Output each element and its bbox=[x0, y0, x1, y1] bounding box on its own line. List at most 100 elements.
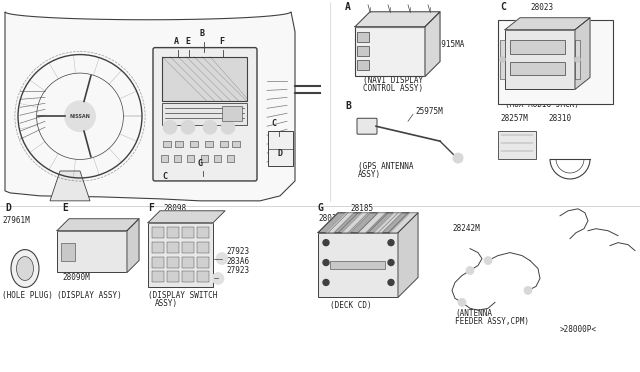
Text: (AUX AUDIO JACK): (AUX AUDIO JACK) bbox=[505, 100, 579, 109]
FancyBboxPatch shape bbox=[357, 32, 369, 42]
Text: 28242M: 28242M bbox=[452, 224, 480, 233]
FancyBboxPatch shape bbox=[182, 242, 194, 253]
Text: (NAVI DISPLAY: (NAVI DISPLAY bbox=[363, 76, 423, 86]
FancyBboxPatch shape bbox=[167, 257, 179, 267]
Polygon shape bbox=[318, 213, 346, 233]
Text: 27960A: 27960A bbox=[575, 39, 603, 49]
Text: E: E bbox=[62, 203, 68, 213]
FancyBboxPatch shape bbox=[355, 27, 425, 77]
FancyBboxPatch shape bbox=[182, 272, 194, 282]
Circle shape bbox=[499, 57, 506, 62]
FancyBboxPatch shape bbox=[161, 155, 168, 162]
FancyBboxPatch shape bbox=[167, 227, 179, 238]
FancyBboxPatch shape bbox=[61, 243, 75, 260]
Text: B: B bbox=[200, 29, 205, 38]
Text: (HOLE PLUG): (HOLE PLUG) bbox=[2, 291, 53, 300]
Polygon shape bbox=[57, 219, 139, 231]
Text: 27923: 27923 bbox=[226, 266, 249, 276]
FancyBboxPatch shape bbox=[498, 131, 536, 159]
Text: (DISPLAY ASSY): (DISPLAY ASSY) bbox=[57, 291, 122, 300]
FancyBboxPatch shape bbox=[190, 141, 198, 147]
FancyBboxPatch shape bbox=[510, 40, 565, 54]
FancyBboxPatch shape bbox=[357, 60, 369, 70]
Text: FEEDER ASSY,CPM): FEEDER ASSY,CPM) bbox=[455, 317, 529, 326]
Circle shape bbox=[458, 298, 466, 306]
Text: F: F bbox=[148, 203, 154, 213]
FancyBboxPatch shape bbox=[500, 40, 505, 80]
FancyBboxPatch shape bbox=[162, 57, 247, 101]
Text: G: G bbox=[318, 203, 324, 213]
Polygon shape bbox=[350, 213, 378, 233]
Polygon shape bbox=[50, 171, 90, 201]
FancyBboxPatch shape bbox=[152, 272, 164, 282]
Circle shape bbox=[575, 57, 580, 62]
Polygon shape bbox=[326, 213, 354, 233]
FancyBboxPatch shape bbox=[162, 103, 247, 125]
Text: 28310: 28310 bbox=[548, 114, 571, 123]
FancyBboxPatch shape bbox=[201, 155, 208, 162]
Text: >28000P<: >28000P< bbox=[560, 325, 597, 334]
Text: 25915MA: 25915MA bbox=[432, 39, 465, 49]
FancyBboxPatch shape bbox=[505, 30, 575, 89]
FancyBboxPatch shape bbox=[357, 46, 369, 55]
Circle shape bbox=[453, 153, 463, 163]
Text: 28010D: 28010D bbox=[318, 214, 346, 223]
Text: C: C bbox=[271, 119, 276, 128]
FancyBboxPatch shape bbox=[214, 155, 221, 162]
FancyBboxPatch shape bbox=[268, 131, 293, 166]
FancyBboxPatch shape bbox=[222, 106, 242, 121]
Text: C: C bbox=[162, 172, 167, 181]
Polygon shape bbox=[5, 12, 295, 201]
FancyBboxPatch shape bbox=[575, 40, 580, 80]
Circle shape bbox=[181, 120, 195, 134]
FancyBboxPatch shape bbox=[220, 141, 228, 147]
FancyBboxPatch shape bbox=[197, 257, 209, 267]
FancyBboxPatch shape bbox=[167, 242, 179, 253]
Text: F: F bbox=[219, 36, 224, 46]
FancyBboxPatch shape bbox=[197, 242, 209, 253]
FancyBboxPatch shape bbox=[205, 141, 213, 147]
Polygon shape bbox=[334, 213, 362, 233]
Text: ASSY): ASSY) bbox=[155, 299, 178, 308]
FancyBboxPatch shape bbox=[182, 227, 194, 238]
FancyBboxPatch shape bbox=[197, 272, 209, 282]
FancyBboxPatch shape bbox=[510, 61, 565, 76]
Circle shape bbox=[466, 266, 474, 275]
Polygon shape bbox=[358, 213, 386, 233]
Text: CONTROL ASSY): CONTROL ASSY) bbox=[363, 84, 423, 93]
Circle shape bbox=[323, 279, 329, 285]
Circle shape bbox=[524, 286, 532, 294]
Text: A: A bbox=[174, 36, 179, 46]
Polygon shape bbox=[366, 213, 394, 233]
FancyBboxPatch shape bbox=[148, 223, 213, 288]
Text: 28090M: 28090M bbox=[62, 273, 90, 282]
Polygon shape bbox=[382, 213, 410, 233]
FancyBboxPatch shape bbox=[153, 48, 257, 181]
Polygon shape bbox=[425, 12, 440, 77]
FancyBboxPatch shape bbox=[57, 231, 127, 273]
Circle shape bbox=[65, 101, 95, 132]
Circle shape bbox=[323, 260, 329, 266]
FancyBboxPatch shape bbox=[357, 118, 377, 134]
FancyBboxPatch shape bbox=[163, 141, 171, 147]
Text: 28023: 28023 bbox=[530, 3, 553, 12]
FancyBboxPatch shape bbox=[330, 260, 385, 269]
Circle shape bbox=[484, 257, 492, 264]
Circle shape bbox=[221, 120, 235, 134]
Text: D: D bbox=[278, 149, 283, 158]
FancyBboxPatch shape bbox=[174, 155, 181, 162]
Text: ASSY): ASSY) bbox=[358, 170, 381, 179]
Polygon shape bbox=[342, 213, 370, 233]
FancyBboxPatch shape bbox=[232, 141, 240, 147]
Text: 27923: 27923 bbox=[226, 247, 249, 256]
Polygon shape bbox=[355, 12, 440, 27]
Text: 28185: 28185 bbox=[350, 204, 373, 213]
FancyBboxPatch shape bbox=[175, 141, 183, 147]
Text: (DECK CD): (DECK CD) bbox=[330, 301, 372, 310]
FancyBboxPatch shape bbox=[197, 227, 209, 238]
Polygon shape bbox=[318, 213, 418, 233]
Circle shape bbox=[212, 273, 224, 285]
Polygon shape bbox=[390, 213, 418, 233]
Circle shape bbox=[388, 240, 394, 246]
Text: 27961M: 27961M bbox=[2, 216, 29, 225]
